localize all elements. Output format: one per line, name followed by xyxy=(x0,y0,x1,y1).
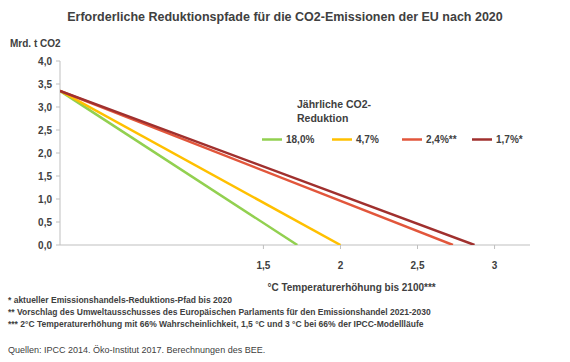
chart: Erforderliche Reduktionspfade für die CO… xyxy=(0,0,570,362)
y-tick-label: 0,0 xyxy=(38,240,52,251)
y-tick-label: 2,0 xyxy=(38,148,52,159)
title: Erforderliche Reduktionspfade für die CO… xyxy=(67,10,503,24)
background xyxy=(0,0,570,362)
y-tick xyxy=(56,199,60,200)
x-tick-label: 2 xyxy=(338,260,344,271)
y-tick-label: 3,0 xyxy=(38,102,52,113)
footnote: * aktueller Emissionshandels-Reduktions-… xyxy=(8,295,232,305)
legend-title: Reduktion xyxy=(297,112,348,124)
legend-swatch xyxy=(262,138,282,141)
legend-label: 2,4%** xyxy=(426,134,457,145)
legend-label: 18,0% xyxy=(286,134,314,145)
x-tick xyxy=(340,245,341,249)
x-tick-label: 1,5 xyxy=(256,260,270,271)
y-tick-label: 0,5 xyxy=(38,217,52,228)
y-tick xyxy=(56,245,60,246)
legend-swatch xyxy=(402,138,422,141)
footnote: *** 2°C Temperaturerhöhung mit 66% Wahrs… xyxy=(8,319,424,329)
y-tick-label: 3,5 xyxy=(38,79,52,90)
legend-swatch xyxy=(472,138,492,141)
footnote: ** Vorschlag des Umweltausschusses des E… xyxy=(8,307,431,317)
y-tick xyxy=(56,153,60,154)
legend-title: Jährliche CO2- xyxy=(297,98,372,110)
y-tick-label: 1,0 xyxy=(38,194,52,205)
legend-swatch xyxy=(332,138,352,141)
y-tick-label: 4,0 xyxy=(38,56,52,67)
x-tick-label: 2,5 xyxy=(411,260,425,271)
series-line xyxy=(60,91,297,245)
plot-area xyxy=(60,91,475,245)
y-axis-label: Mrd. t CO2 xyxy=(10,38,61,49)
source: Quellen: IPCC 2014. Öko-Institut 2017. B… xyxy=(8,345,265,355)
y-tick xyxy=(56,61,60,62)
y-tick xyxy=(56,176,60,177)
y-tick xyxy=(56,222,60,223)
y-tick-label: 2,5 xyxy=(38,125,52,136)
y-tick xyxy=(56,84,60,85)
y-tick xyxy=(56,130,60,131)
series-line xyxy=(60,91,475,245)
legend-label: 4,7% xyxy=(356,134,379,145)
x-tick xyxy=(494,245,495,249)
x-tick xyxy=(263,245,264,249)
x-tick xyxy=(417,245,418,249)
legend-label: 1,7%* xyxy=(496,134,523,145)
y-tick xyxy=(56,107,60,108)
y-tick-label: 1,5 xyxy=(38,171,52,182)
x-tick-label: 3 xyxy=(492,260,498,271)
x-axis-label: °C Temperaturerhöhung bis 2100*** xyxy=(267,282,435,293)
